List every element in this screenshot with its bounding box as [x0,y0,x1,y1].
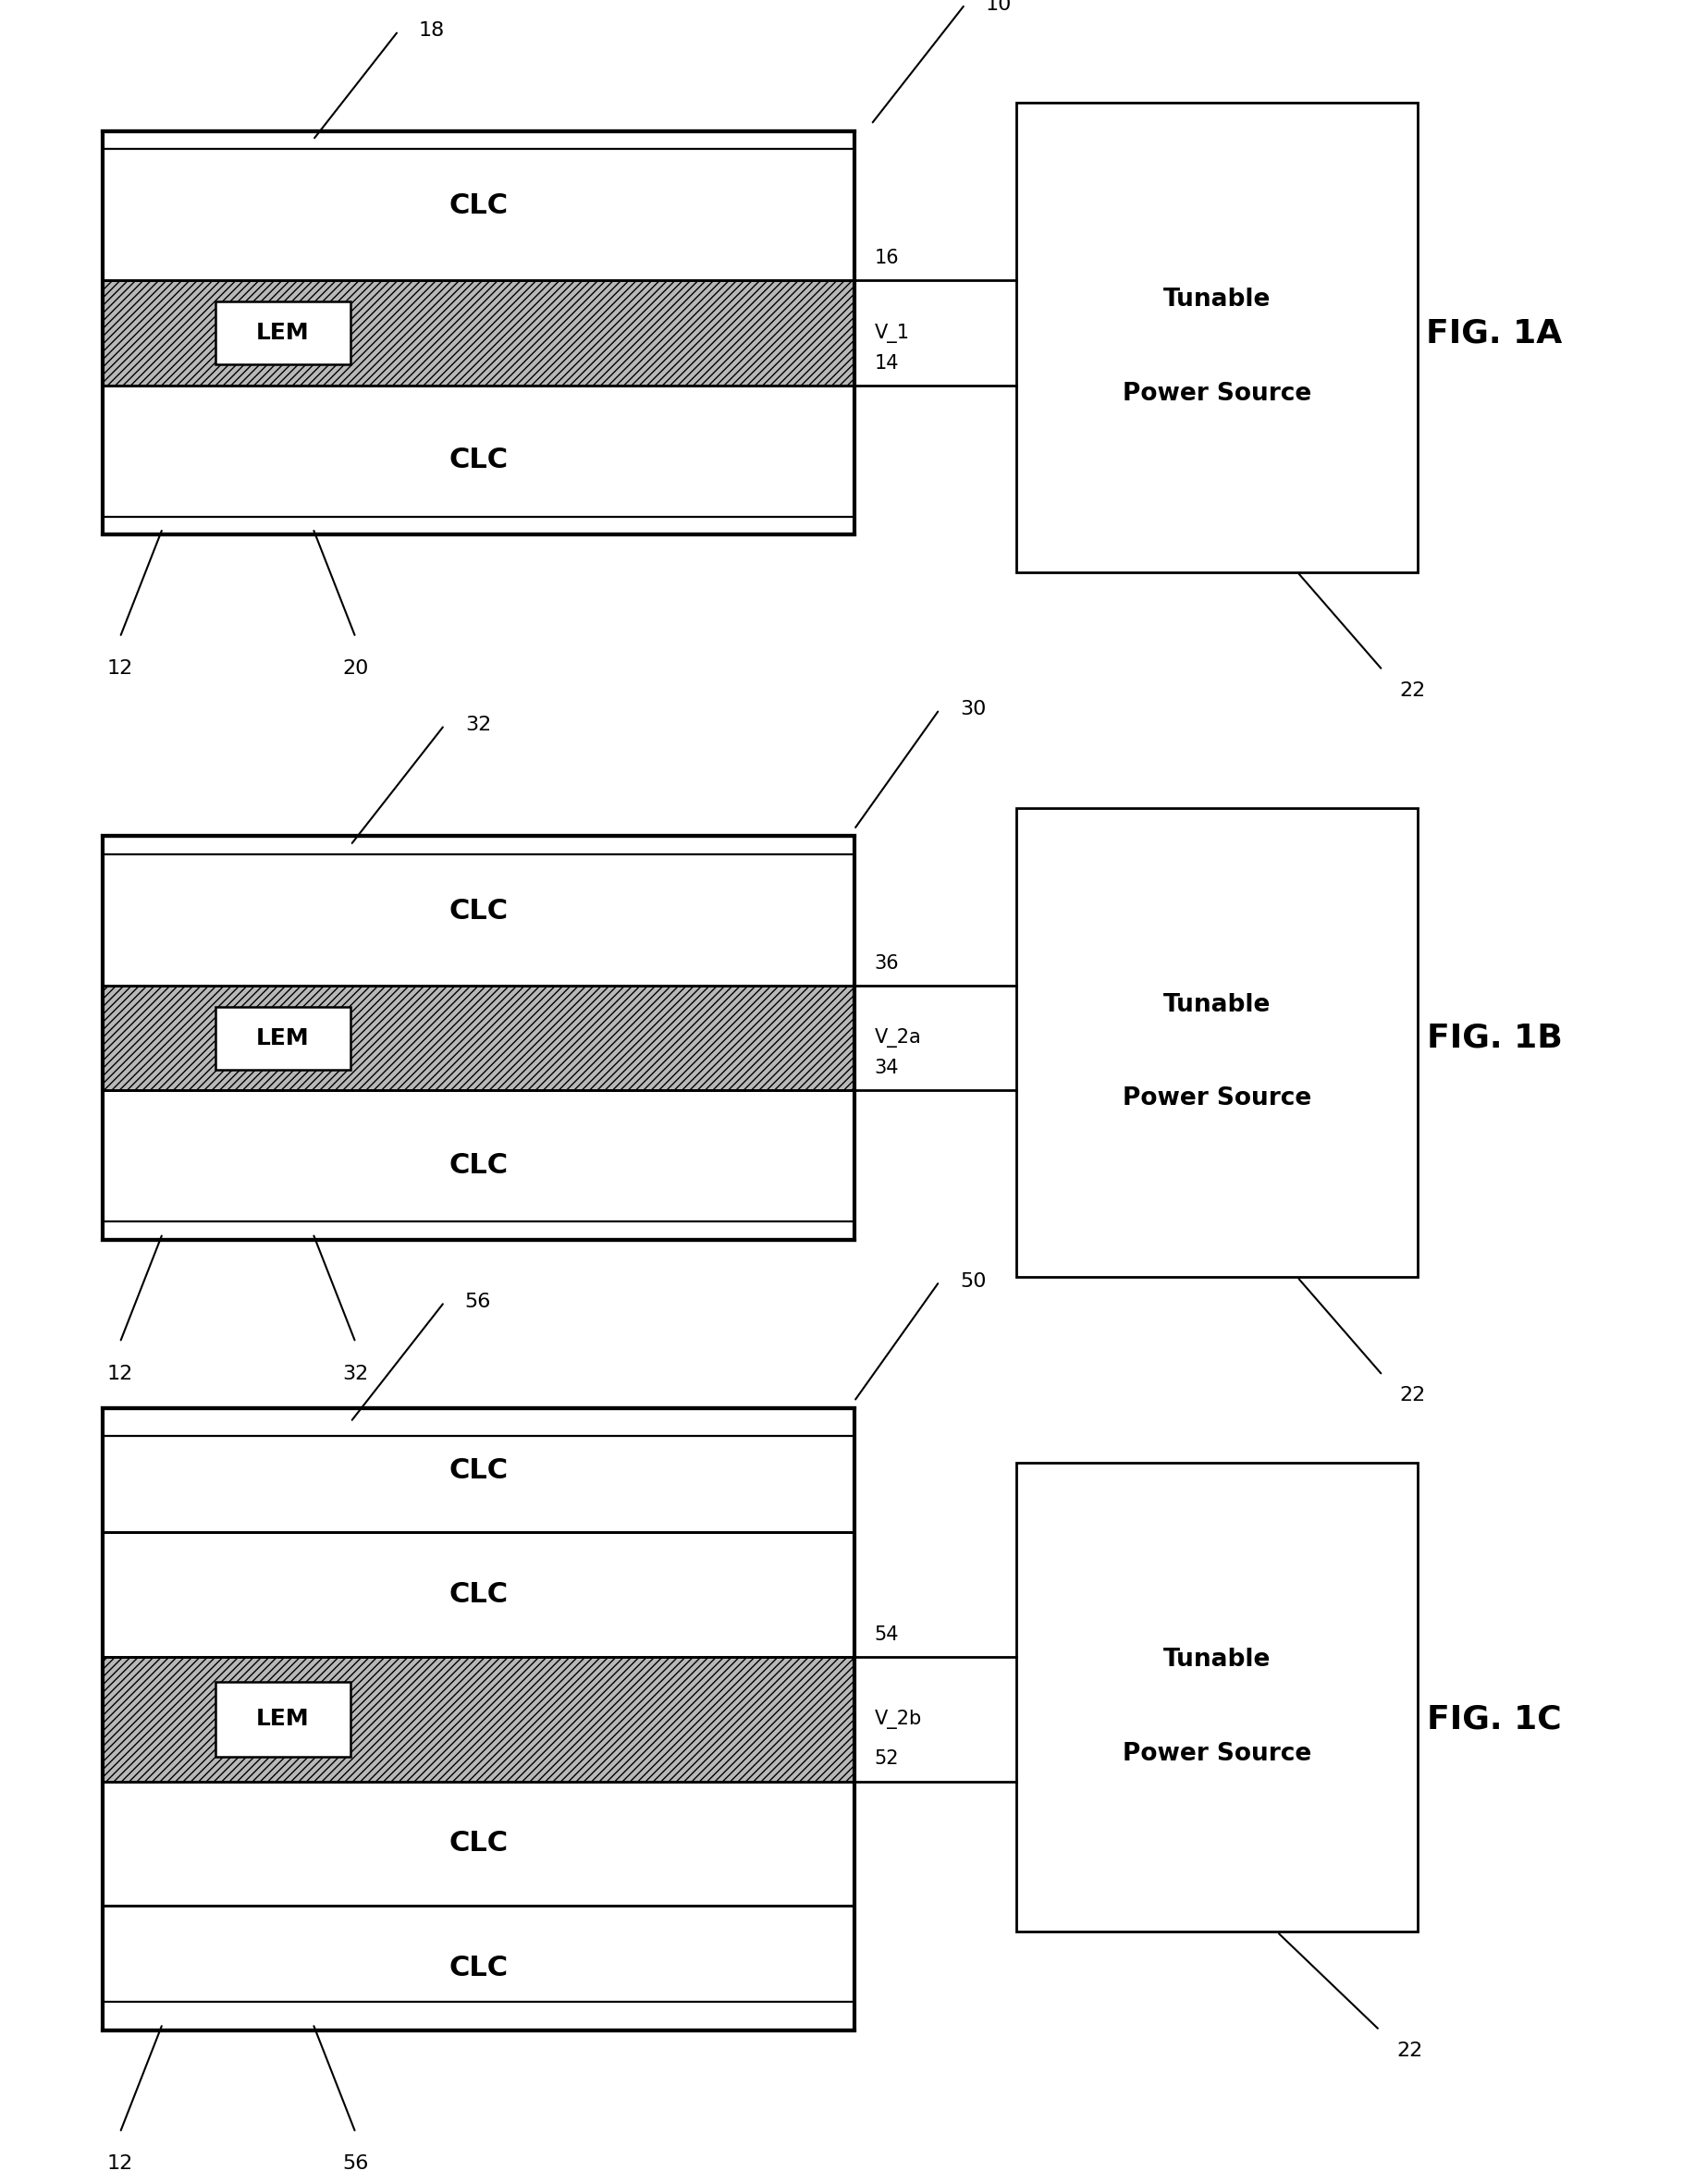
Bar [1016,808,1418,1277]
Text: 22: 22 [1401,681,1426,699]
Text: 16: 16 [874,249,898,266]
Text: CLC: CLC [449,897,507,923]
Text: CLC: CLC [449,1954,507,1982]
Text: CLC: CLC [449,1456,507,1484]
Text: 50: 50 [960,1273,986,1290]
Bar [102,1657,854,1781]
Bar [1016,1463,1418,1932]
Text: LEM: LEM [256,1026,309,1050]
Text: Tunable: Tunable [1163,993,1271,1017]
Bar [102,131,854,535]
Text: Power Source: Power Source [1122,1742,1312,1766]
Text: 56: 56 [465,1292,492,1312]
Text: 56: 56 [343,2155,369,2172]
Bar [1016,103,1418,572]
Text: Tunable: Tunable [1163,1648,1271,1672]
Text: CLC: CLC [449,192,507,218]
Text: 20: 20 [343,659,369,677]
Text: Tunable: Tunable [1163,288,1271,312]
Bar [215,301,350,365]
Text: 34: 34 [874,1059,898,1078]
Text: 52: 52 [874,1751,898,1768]
Text: 22: 22 [1401,1386,1426,1404]
Text: Power Source: Power Source [1122,382,1312,406]
Text: 36: 36 [874,954,898,971]
Text: CLC: CLC [449,1153,507,1179]
Text: FIG. 1A: FIG. 1A [1426,317,1563,349]
Bar [102,985,854,1092]
Bar [102,1408,854,1532]
Text: 54: 54 [874,1626,898,1644]
Text: 12: 12 [108,1364,133,1382]
Text: CLC: CLC [449,1829,507,1858]
Bar [102,836,854,1240]
Bar [215,1681,350,1757]
Text: CLC: CLC [449,448,507,474]
Text: 32: 32 [465,716,490,733]
Bar [102,1532,854,1657]
Bar [102,279,854,386]
Text: 32: 32 [343,1364,369,1382]
Text: 12: 12 [108,2155,133,2172]
Text: V_2b: V_2b [874,1709,922,1729]
Text: LEM: LEM [256,1707,309,1731]
Bar [102,836,854,985]
Bar [102,1906,854,2030]
Bar [215,1006,350,1070]
Text: FIG. 1C: FIG. 1C [1428,1703,1561,1735]
Text: 22: 22 [1397,2041,1423,2059]
Text: 12: 12 [108,659,133,677]
Bar [102,386,854,535]
Text: 30: 30 [960,701,986,718]
Text: Power Source: Power Source [1122,1087,1312,1111]
Text: LEM: LEM [256,321,309,345]
Bar [102,131,854,279]
Text: FIG. 1B: FIG. 1B [1426,1022,1563,1054]
Text: V_2a: V_2a [874,1028,921,1048]
Text: V_1: V_1 [874,323,910,343]
Text: 14: 14 [874,354,898,373]
Text: 18: 18 [418,22,444,39]
Text: 10: 10 [986,0,1011,13]
Bar [102,1092,854,1240]
Text: CLC: CLC [449,1580,507,1609]
Bar [102,1408,854,2030]
Bar [102,1781,854,1906]
